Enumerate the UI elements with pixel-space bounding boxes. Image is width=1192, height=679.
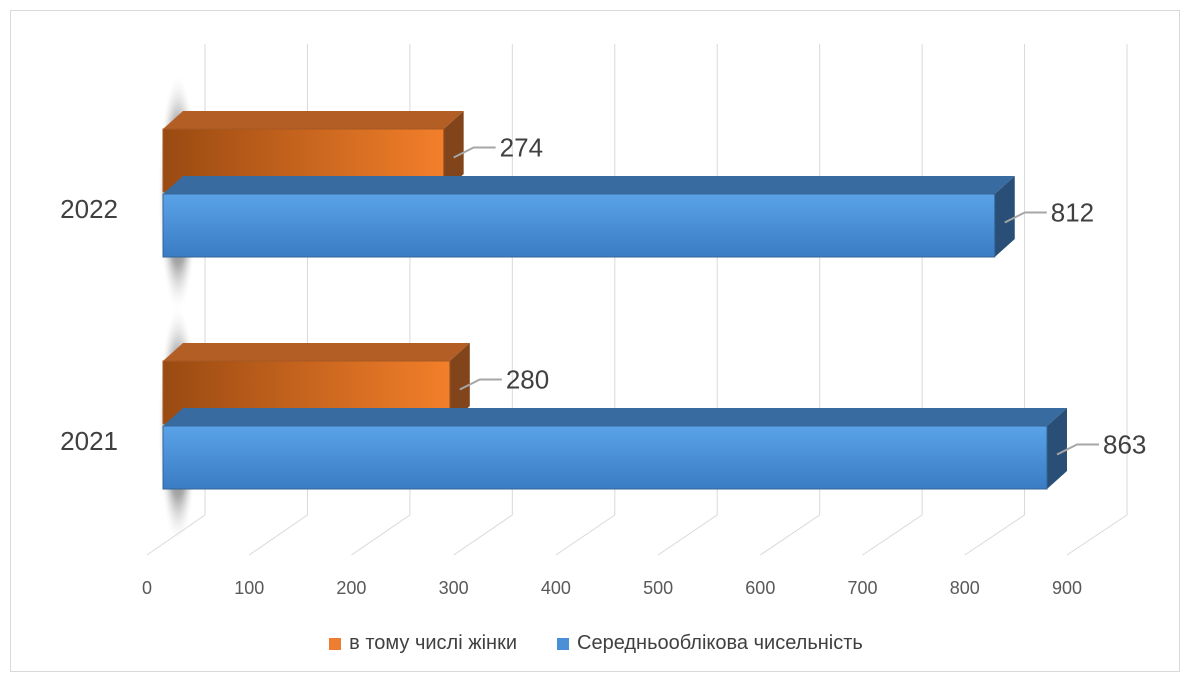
data-label-women-2021: 280: [506, 365, 549, 395]
x-tick-label: 700: [848, 578, 878, 598]
bar-top-face: [163, 343, 470, 361]
x-tick-label: 600: [745, 578, 775, 598]
x-tick-label: 400: [541, 578, 571, 598]
bar-top-face: [163, 176, 1015, 194]
bar-top-face: [163, 408, 1067, 426]
legend-label-average-headcount: Середньооблікова чисельність: [577, 632, 863, 654]
bar-side-face: [1047, 408, 1067, 489]
leader-line: [453, 146, 496, 159]
bar-side-face: [449, 343, 470, 424]
y-category-label: 2022: [60, 194, 118, 224]
x-tick-label: 800: [950, 578, 980, 598]
leader-line: [1056, 443, 1099, 456]
x-tick-label: 900: [1052, 578, 1082, 598]
data-label-average-headcount-2021: 863: [1103, 430, 1146, 460]
floor-gridline: [657, 514, 718, 556]
legend: в тому числі жінки Середньооблікова чисе…: [0, 632, 1192, 655]
legend-item-average-headcount: Середньооблікова чисельність: [557, 632, 863, 655]
floor-gridline: [964, 514, 1025, 556]
bar-average-headcount-2021: [162, 408, 1067, 490]
x-tick-label: 300: [439, 578, 469, 598]
bar-side-face: [994, 176, 1015, 257]
legend-swatch-average-headcount: [557, 637, 569, 650]
data-label-average-headcount-2022: 812: [1051, 198, 1094, 228]
bar-front-face: [162, 193, 996, 258]
bar-average-headcount-2022: [162, 176, 1015, 258]
floor-gridline: [1066, 514, 1128, 556]
legend-item-women: в тому числі жінки: [329, 632, 517, 655]
legend-swatch-women: [329, 637, 342, 650]
bar-top-face: [163, 111, 464, 129]
x-tick-label: 500: [643, 578, 673, 598]
floor-gridline: [555, 514, 616, 556]
x-tick-label: 100: [234, 578, 264, 598]
y-category-label: 2021: [60, 426, 118, 456]
bar-side-face: [443, 111, 464, 192]
bar-front-face: [162, 425, 1048, 490]
bars: [162, 111, 1067, 490]
leader-line: [1004, 211, 1047, 224]
data-label-women-2022: 274: [500, 133, 543, 163]
data-labels: 280 863 274 812: [453, 133, 1146, 460]
x-tick-label: 0: [142, 578, 152, 598]
floor-gridline: [760, 514, 820, 556]
floor-gridline: [453, 514, 513, 556]
floor-gridline: [351, 514, 411, 556]
x-tick-label: 200: [336, 578, 366, 598]
floor-gridline: [862, 514, 923, 556]
legend-label-women: в тому числі жінки: [349, 632, 517, 654]
leader-line: [459, 378, 502, 391]
axes: 0 100 200 300 400 500 600 700 800 900 2021 2022: [60, 194, 1082, 598]
floor-gridline: [248, 514, 308, 556]
